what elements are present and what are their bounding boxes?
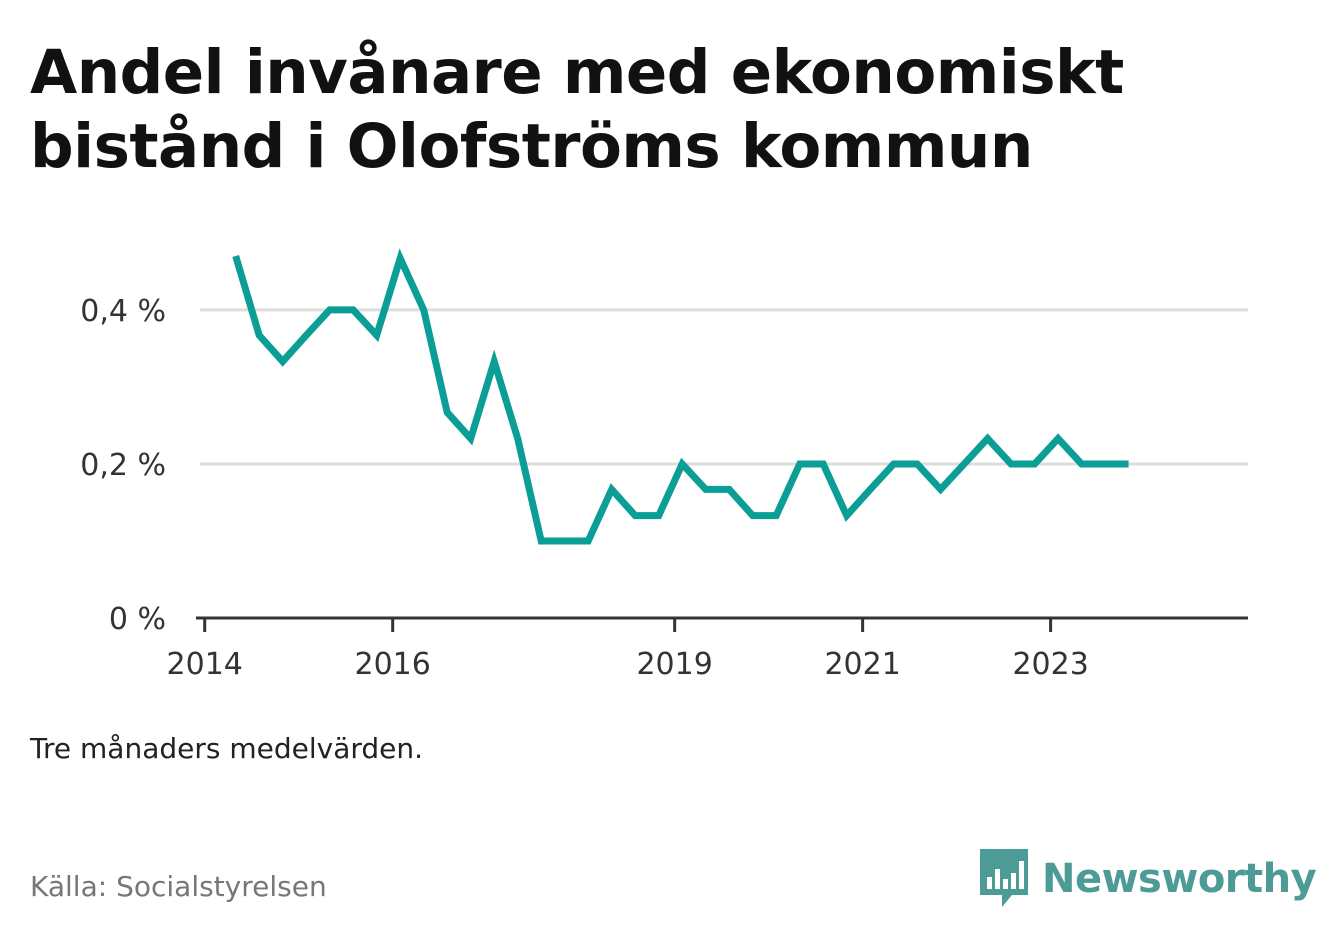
x-tick-label: 2021 xyxy=(824,647,900,682)
source-text: Källa: Socialstyrelsen xyxy=(30,870,327,903)
chart-title: Andel invånare med ekonomiskt bistånd i … xyxy=(30,37,1124,182)
y-tick-label: 0 % xyxy=(109,602,166,637)
x-tick-label: 2014 xyxy=(167,647,243,682)
grid-layer xyxy=(200,308,1248,466)
brand-name: Newsworthy xyxy=(1042,856,1317,902)
x-tick-label: 2019 xyxy=(636,647,712,682)
y-tick-label: 0,4 % xyxy=(80,294,166,329)
y-tick-label: 0,2 % xyxy=(80,448,166,483)
x-tick-label: 2023 xyxy=(1012,647,1088,682)
x-tick-label: 2016 xyxy=(355,647,431,682)
chart-note: Tre månaders medelvärden. xyxy=(30,732,424,765)
brand-logo: Newsworthy xyxy=(980,848,1317,910)
series-line xyxy=(232,248,1129,545)
bar-chart-speech-bubble-icon xyxy=(980,849,1028,907)
series-layer xyxy=(232,248,1129,545)
axis-layer: 0 % 0,2 % 0,4 % 2014 2016 2019 2021 2023 xyxy=(80,294,1248,682)
